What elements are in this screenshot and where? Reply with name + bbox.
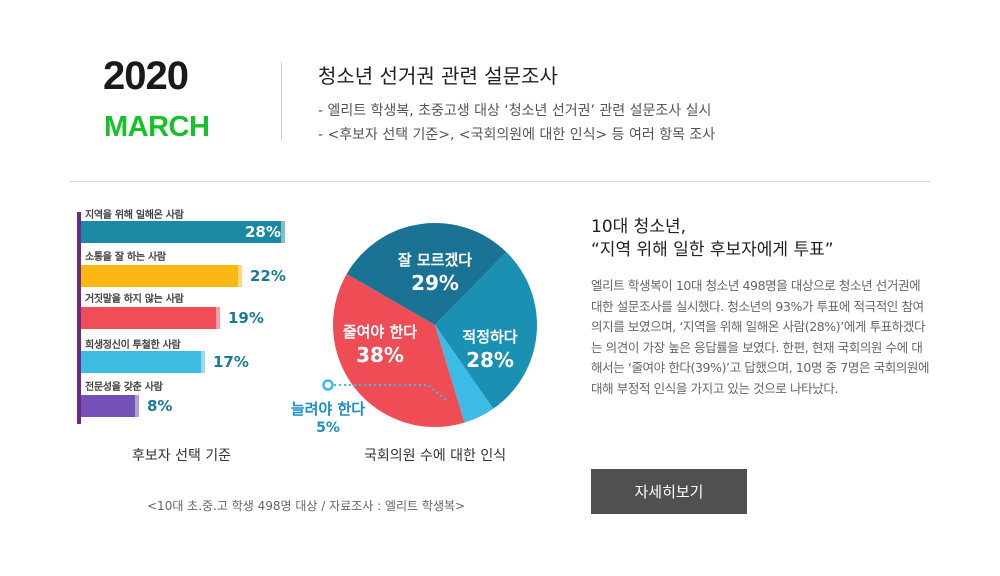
article-title-line2: “지역 위해 일한 후보자에게 투표”	[591, 240, 834, 260]
bar-category-label: 거짓말을 하지 않는 사람	[85, 294, 184, 305]
bar-category-label: 소통을 잘 하는 사람	[85, 252, 166, 263]
article-body: 엘리트 학생복이 10대 청소년 498명을 대상으로 청소년 선거권에 대한 …	[591, 278, 930, 396]
bar-value-label: 22%	[250, 267, 286, 285]
bar-value-label: 19%	[228, 309, 264, 327]
month: MARCH	[104, 111, 210, 143]
bar-category-label: 희생정신이 투철한 사람	[85, 340, 181, 351]
pie-slice	[435, 252, 537, 409]
pie-callout-line	[334, 384, 449, 403]
bar	[81, 307, 220, 329]
pie-slice	[333, 274, 465, 427]
pie-callout-dot	[322, 379, 334, 391]
pie-slice-label: 적정하다	[462, 328, 517, 346]
assembly-size-pie-chart: 잘 모르겠다 29% 적정하다 28% 줄여야 한다 38%	[333, 223, 537, 427]
pie-chart-caption: 국회의원 수에 대한 인식	[364, 448, 507, 464]
bar-value-label: 17%	[213, 353, 249, 371]
pie-slice-label: 잘 모르겠다	[398, 251, 472, 269]
pie-slice	[346, 223, 507, 325]
pie-callout-value: 5%	[316, 420, 340, 436]
bar	[81, 351, 205, 373]
bar-category-label: 지역을 위해 일해온 사람	[85, 210, 184, 221]
bar	[81, 265, 242, 287]
article-title-line1: 10대 청소년,	[591, 217, 686, 237]
year: 2020	[103, 54, 189, 98]
pie-slice	[435, 325, 494, 423]
survey-bullet-1: - 엘리트 학생복, 초중고생 대상 ‘청소년 선거권’ 관련 설문조사 실시	[318, 103, 712, 119]
pie-callout: 늘려야 한다 5%	[291, 379, 449, 436]
pie-slice-label: 줄여야 한다	[343, 323, 417, 341]
survey-bullet-2: - <후보자 선택 기준>, <국회의원에 대한 인식> 등 여러 항목 조사	[318, 127, 716, 143]
survey-title: 청소년 선거권 관련 설문조사	[318, 64, 558, 88]
bar-chart-caption: 후보자 선택 기준	[132, 448, 232, 464]
source-note: <10대 초.중.고 학생 498명 대상 / 자료조사 : 엘리트 학생복>	[147, 499, 466, 513]
pie-slice-value: 38%	[356, 343, 404, 367]
article-title: 10대 청소년, “지역 위해 일한 후보자에게 투표”	[591, 216, 834, 262]
pie-slice-value: 28%	[466, 348, 514, 372]
pie-callout-label: 늘려야 한다	[291, 400, 365, 418]
bar-value-label: 8%	[147, 397, 173, 415]
bar	[81, 395, 139, 417]
bar	[81, 221, 285, 243]
bar-value-label: 28%	[245, 223, 281, 241]
bar-axis	[77, 212, 81, 424]
more-details-button[interactable]: 자세히보기	[591, 469, 747, 514]
pie-slice-value: 29%	[411, 271, 459, 295]
header-divider	[281, 62, 282, 140]
bar-category-label: 전문성을 갖춘 사람	[85, 382, 163, 393]
section-divider	[70, 181, 930, 182]
